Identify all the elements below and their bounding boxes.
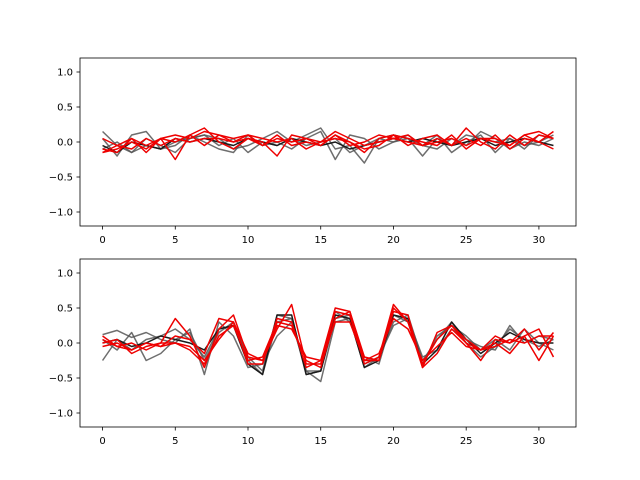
- x-tick-label: 25: [460, 436, 473, 447]
- y-tick-label: 0.5: [57, 304, 73, 315]
- y-tick-label: −0.5: [49, 374, 73, 385]
- series-line-8: [102, 317, 554, 362]
- y-tick-label: −1.0: [49, 208, 73, 219]
- series-line-1: [102, 127, 554, 164]
- x-tick-label: 15: [314, 436, 327, 447]
- y-tick-label: 0.0: [57, 339, 73, 350]
- x-tick-label: 5: [172, 235, 178, 246]
- x-tick-label: 15: [314, 235, 327, 246]
- x-tick-label: 10: [242, 235, 255, 246]
- x-tick-label: 10: [242, 436, 255, 447]
- x-tick-label: 20: [387, 235, 400, 246]
- y-tick-label: 0.5: [57, 103, 73, 114]
- series-group: [101, 303, 555, 383]
- y-tick-label: 1.0: [57, 269, 73, 280]
- y-tick-label: −1.0: [49, 409, 73, 420]
- series-line-2: [101, 130, 554, 161]
- series-line-8: [102, 130, 554, 154]
- x-tick-label: 20: [387, 436, 400, 447]
- x-tick-label: 30: [533, 436, 546, 447]
- top-axes: 0 5 10 15 20 25 30 1.0 0.5 0.0 −0.5 −1.0: [49, 57, 577, 246]
- x-tick-label: 0: [99, 235, 105, 246]
- y-tick-label: 0.0: [57, 138, 73, 149]
- series-group: [101, 127, 554, 164]
- series-line-5: [102, 303, 555, 369]
- x-tick-label: 0: [99, 436, 105, 447]
- x-tick-label: 30: [533, 235, 546, 246]
- x-tick-label: 5: [172, 436, 178, 447]
- y-tick-label: −0.5: [49, 173, 73, 184]
- y-tick-label: 1.0: [57, 68, 73, 79]
- bottom-axes: 0 5 10 15 20 25 30 1.0 0.5 0.0 −0.5 −1.0: [49, 258, 577, 447]
- x-tick-label: 25: [460, 235, 473, 246]
